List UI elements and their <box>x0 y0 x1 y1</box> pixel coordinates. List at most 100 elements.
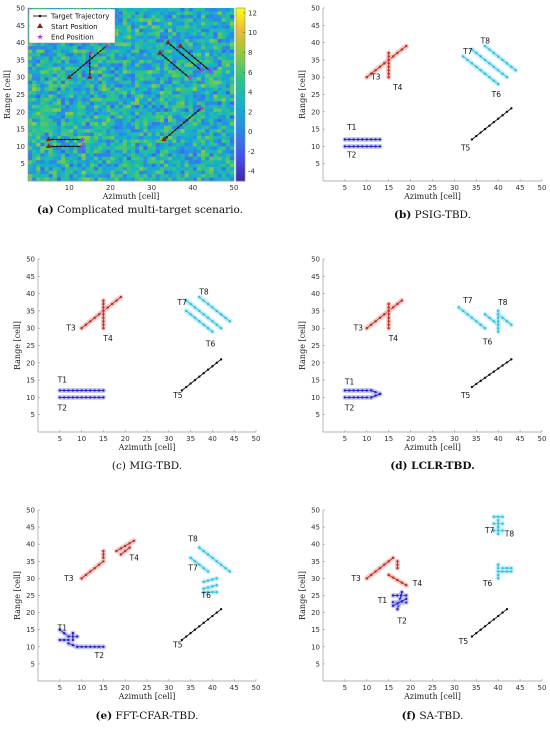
heatmap-cell <box>73 156 78 161</box>
trajectory-point <box>88 59 91 61</box>
heatmap-cell <box>85 87 91 92</box>
heatmap-cell <box>196 25 202 30</box>
trajectory-point <box>194 112 197 115</box>
heatmap-cell <box>36 163 41 168</box>
figure-caption: (e) FFT-CFAR-TBD. <box>96 710 199 722</box>
colorbar-segment <box>236 114 245 118</box>
heatmap-cell <box>36 87 41 92</box>
heatmap-cell <box>32 170 37 175</box>
heatmap-cell <box>147 66 152 71</box>
heatmap-cell <box>52 97 58 102</box>
heatmap-cell <box>114 132 119 137</box>
heatmap-cell <box>180 156 185 161</box>
heatmap-cell <box>168 115 173 120</box>
detection-point <box>102 389 105 392</box>
heatmap-cell <box>196 167 202 171</box>
heatmap-cell <box>217 149 222 154</box>
heatmap-cell <box>81 160 86 164</box>
heatmap-cell <box>106 160 111 164</box>
heatmap-cell <box>172 170 177 175</box>
heatmap-cell <box>85 115 91 120</box>
heatmap-cell <box>81 91 86 95</box>
detection-point <box>211 590 214 594</box>
heatmap-cell <box>65 101 70 106</box>
heatmap-cell <box>139 42 144 47</box>
heatmap-cell <box>201 142 206 147</box>
heatmap-cell <box>52 46 58 50</box>
heatmap-cell <box>184 87 189 92</box>
heatmap-cell <box>221 8 227 12</box>
heatmap-cell <box>93 80 99 85</box>
heatmap-cell <box>56 125 62 130</box>
heatmap-cell <box>217 122 222 126</box>
heatmap-cell <box>73 174 78 178</box>
heatmap-cell <box>48 87 54 92</box>
heatmap-cell <box>151 125 157 130</box>
heatmap-cell <box>52 118 58 123</box>
heatmap-cell <box>184 11 189 16</box>
heatmap-cell <box>56 87 62 92</box>
heatmap-cell <box>98 87 103 92</box>
colorbar-segment <box>236 16 245 20</box>
heatmap-cell <box>201 136 206 140</box>
heatmap-cell <box>60 77 66 81</box>
heatmap-cell <box>155 28 161 33</box>
heatmap-cell <box>28 142 33 147</box>
heatmap-cell <box>163 91 169 95</box>
heatmap-cell <box>60 177 66 182</box>
heatmap-cell <box>40 101 45 106</box>
heatmap-cell <box>48 142 54 147</box>
target-label: T4 <box>102 334 113 343</box>
heatmap-cell <box>60 125 66 130</box>
heatmap-cell <box>56 167 62 171</box>
heatmap-cell <box>56 153 62 158</box>
heatmap-cell <box>69 42 74 47</box>
heatmap-cell <box>221 66 227 71</box>
trajectory-point <box>88 65 91 68</box>
detection-point <box>89 389 92 392</box>
heatmap-cell <box>225 35 231 40</box>
heatmap-cell <box>147 39 152 43</box>
heatmap-cell <box>188 153 194 158</box>
detection-track <box>364 298 405 331</box>
heatmap-cell <box>98 146 103 151</box>
detection-point <box>102 553 105 556</box>
heatmap-cell <box>36 146 41 151</box>
heatmap-cell <box>118 87 124 92</box>
heatmap-cell <box>213 35 218 40</box>
detection-point <box>206 570 210 573</box>
heatmap-cell <box>126 125 132 130</box>
heatmap-cell <box>98 104 103 109</box>
heatmap-cell <box>81 153 86 158</box>
heatmap-cell <box>98 115 103 120</box>
heatmap-cell <box>69 136 74 140</box>
detection-point <box>483 72 487 75</box>
heatmap-cell <box>180 167 185 171</box>
detection-point <box>219 327 223 330</box>
heatmap-cell <box>73 42 78 47</box>
heatmap-cell <box>118 118 124 123</box>
heatmap-cell <box>139 91 144 95</box>
heatmap-cell <box>65 70 70 75</box>
heatmap-cell <box>143 132 148 137</box>
heatmap-cell <box>118 97 124 102</box>
y-tick-label: 30 <box>311 74 320 82</box>
heatmap-cell <box>77 101 82 106</box>
heatmap-cell <box>155 118 161 123</box>
heatmap-cell <box>28 49 33 54</box>
heatmap-cell <box>151 101 157 106</box>
end-position-marker: ★ <box>186 73 193 82</box>
detection-point <box>374 69 377 72</box>
heatmap-cell <box>40 167 45 171</box>
x-tick-label: 30 <box>147 184 156 192</box>
heatmap-cell <box>147 115 152 120</box>
heatmap-cell <box>229 118 235 123</box>
heatmap-cell <box>135 52 140 57</box>
track-line <box>471 358 512 388</box>
x-tick-label: 30 <box>450 435 459 443</box>
heatmap-cell <box>60 59 66 64</box>
detection-point <box>497 532 500 536</box>
heatmap-cell <box>56 115 62 120</box>
detection-track <box>183 308 215 335</box>
heatmap-cell <box>60 142 66 147</box>
